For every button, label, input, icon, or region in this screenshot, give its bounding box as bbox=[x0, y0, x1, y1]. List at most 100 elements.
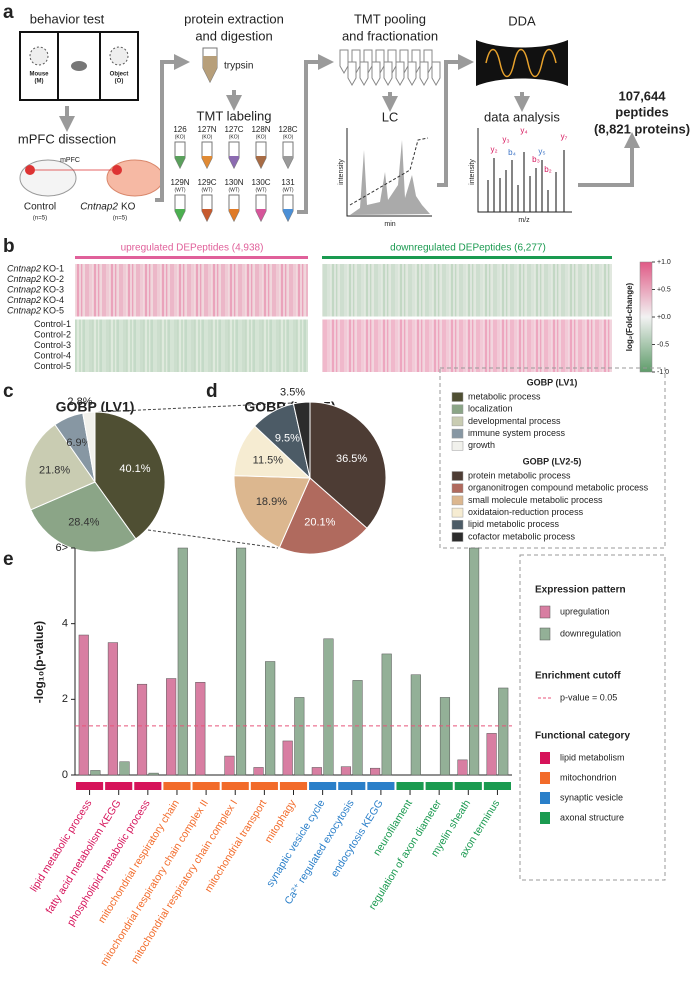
bar bbox=[107, 642, 118, 776]
bar bbox=[282, 740, 293, 776]
label: y₄ bbox=[520, 126, 527, 135]
label: Cntnap2 bbox=[7, 274, 41, 284]
colorbar-tick-label: +0.5 bbox=[657, 286, 671, 293]
label: y₂ bbox=[490, 145, 497, 154]
legend-label: immune system process bbox=[468, 428, 566, 438]
label: Cntnap2 bbox=[7, 263, 41, 273]
bar bbox=[311, 767, 322, 776]
heat-row bbox=[75, 274, 308, 285]
bar bbox=[294, 697, 305, 776]
label: Cntnap2 bbox=[7, 284, 41, 294]
pie-label: 6.9% bbox=[66, 437, 91, 449]
legend-label: axonal structure bbox=[560, 812, 624, 822]
label: y₃ bbox=[502, 135, 509, 144]
y-tick-label: 4 bbox=[62, 618, 68, 630]
legend-label: organonitrogen compound metabolic proces… bbox=[468, 483, 649, 493]
label: 130C bbox=[251, 178, 270, 187]
legend-box bbox=[519, 554, 666, 881]
y-tick-label: 0 bbox=[62, 769, 68, 781]
label: DDA bbox=[508, 13, 536, 28]
tube bbox=[407, 61, 417, 87]
legend-label: localization bbox=[468, 404, 513, 414]
category-strip bbox=[105, 782, 133, 790]
bar bbox=[195, 682, 206, 776]
legend-swatch bbox=[451, 532, 464, 542]
label: b₄ bbox=[508, 148, 516, 157]
legend-title: Functional category bbox=[535, 731, 630, 742]
axis bbox=[477, 128, 572, 213]
label: y₇ bbox=[561, 132, 568, 141]
label: (WT) bbox=[255, 187, 266, 193]
test-mouse bbox=[71, 61, 87, 71]
panel-label: a bbox=[3, 2, 14, 23]
legend-swatch bbox=[451, 483, 464, 493]
legend-swatch bbox=[451, 416, 464, 427]
panel-label: d bbox=[206, 381, 218, 402]
label: b₃ bbox=[532, 155, 540, 164]
pie-label: 9.5% bbox=[275, 432, 300, 444]
pie-label: 2.8% bbox=[67, 396, 92, 408]
legend-label: developmental process bbox=[468, 416, 561, 426]
label: mPFC bbox=[60, 157, 80, 164]
pie-slice bbox=[292, 401, 311, 479]
bar bbox=[166, 678, 177, 776]
pie-slice bbox=[94, 411, 166, 540]
bar bbox=[352, 680, 363, 776]
category-strip bbox=[396, 782, 424, 790]
label: (KO) bbox=[202, 134, 213, 140]
label: 127C bbox=[224, 125, 243, 134]
label: Control-5 bbox=[34, 361, 71, 371]
label: (M) bbox=[35, 79, 44, 85]
heat-row bbox=[322, 285, 612, 296]
legend-swatch bbox=[451, 441, 464, 451]
category-strip bbox=[367, 782, 395, 790]
legend-swatch bbox=[451, 428, 464, 439]
legend-swatch bbox=[540, 812, 550, 824]
colorbar-tick-label: +1.0 bbox=[657, 259, 671, 266]
legend-swatch bbox=[451, 507, 464, 518]
label: behavior test bbox=[30, 11, 105, 26]
tube-tip bbox=[229, 156, 239, 168]
chromatogram bbox=[350, 140, 430, 215]
pie-label: 21.8% bbox=[39, 464, 70, 476]
label: (KO) bbox=[175, 134, 186, 140]
label: and fractionation bbox=[342, 28, 438, 43]
panel-label: e bbox=[3, 549, 14, 570]
bar bbox=[224, 755, 235, 776]
legend-label: upregulation bbox=[560, 606, 610, 616]
bar bbox=[439, 697, 451, 776]
heat-row bbox=[75, 306, 308, 317]
category-strip bbox=[134, 782, 162, 790]
label: Control-4 bbox=[34, 350, 71, 360]
legend-title: GOBP (LV2-5) bbox=[523, 456, 582, 466]
dda-shape bbox=[476, 40, 568, 86]
pie-label: 3.5% bbox=[280, 386, 305, 398]
panel-label: c bbox=[3, 381, 14, 402]
label: KO-3 bbox=[43, 284, 64, 294]
legend-label: p-value = 0.05 bbox=[560, 692, 617, 702]
label: (O) bbox=[115, 79, 124, 85]
tube-tip bbox=[175, 209, 185, 221]
colorbar-tick-label: +0.0 bbox=[657, 314, 671, 321]
label: (WT) bbox=[174, 187, 185, 193]
axis bbox=[346, 128, 432, 217]
legend-swatch bbox=[451, 392, 464, 402]
label: KO-4 bbox=[43, 295, 64, 305]
category-strip bbox=[279, 782, 308, 790]
bar bbox=[235, 547, 247, 776]
y-tick-label: 2 bbox=[62, 693, 68, 705]
label: (KO) bbox=[229, 134, 240, 140]
label: intensity bbox=[469, 159, 476, 185]
bar bbox=[119, 761, 130, 776]
label: KO-1 bbox=[43, 263, 64, 273]
label: (KO) bbox=[283, 134, 294, 140]
label: 130N bbox=[224, 178, 243, 187]
object-cup bbox=[109, 46, 129, 66]
tube-tip bbox=[256, 156, 266, 168]
bar bbox=[78, 634, 89, 776]
heat-row bbox=[322, 295, 612, 306]
label: 129C bbox=[197, 178, 216, 187]
heat-row bbox=[75, 351, 308, 362]
label: 127N bbox=[197, 125, 216, 134]
pie-title: GOBP (LV1) bbox=[56, 399, 135, 415]
